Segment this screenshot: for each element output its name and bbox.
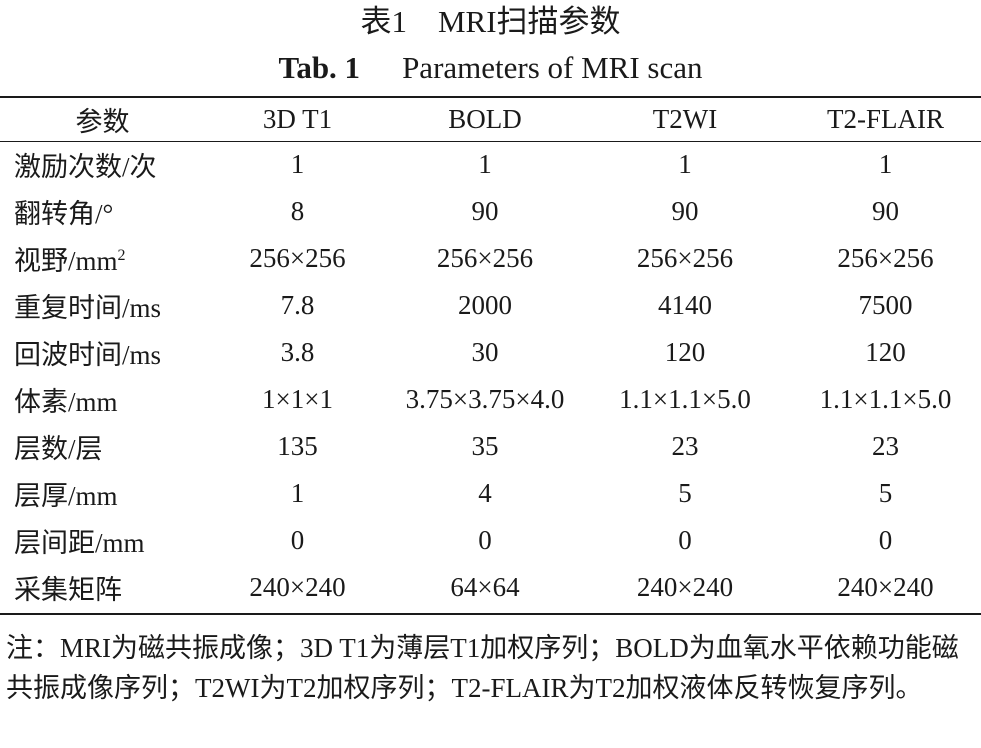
table-row: 重复时间/ms 7.8 2000 4140 7500	[0, 282, 981, 329]
table-row: 层数/层 135 35 23 23	[0, 423, 981, 470]
mri-parameters-table: 参数 3D T1 BOLD T2WI T2-FLAIR 激励次数/次 1 1 1 1 翻转…	[0, 97, 981, 611]
row-parameter-label: 采集矩阵	[0, 564, 205, 611]
table-cell: 8	[290, 196, 305, 226]
parameter-name: 层间距/mm	[14, 528, 145, 558]
table-cell: 7.8	[280, 290, 315, 320]
table-cell: 256×256	[837, 243, 934, 273]
table-cell: 3.8	[280, 337, 315, 367]
table-cell: 256×256	[249, 243, 346, 273]
row-parameter-label: 激励次数/次	[0, 141, 205, 188]
table-cell: 4140	[658, 290, 712, 320]
row-parameter-label: 体素/mm	[0, 376, 205, 423]
table-row: 采集矩阵 240×240 64×64 240×240 240×240	[0, 564, 981, 611]
table-cell: 120	[664, 337, 706, 367]
table-cell: 90	[471, 196, 499, 226]
table-cell: 1.1×1.1×5.0	[819, 384, 952, 414]
table-cell: 0	[290, 525, 305, 555]
table-cell: 35	[471, 431, 499, 461]
table-top-rule	[0, 96, 981, 98]
table-cell: 120	[865, 337, 906, 367]
table-cell: 1.1×1.1×5.0	[619, 384, 751, 414]
table-cell: 256×256	[436, 243, 534, 273]
table-cell: 240×240	[249, 572, 346, 602]
parameter-name: 视野/mm	[14, 246, 118, 276]
table-row: 激励次数/次 1 1 1 1	[0, 141, 981, 188]
column-header-t2-flair: T2-FLAIR	[827, 103, 944, 134]
table-body: 激励次数/次 1 1 1 1 翻转角/° 8 90 90 90 视野/mm2 256×256 256×2…	[0, 141, 981, 611]
table-row: 层间距/mm 0 0 0 0	[0, 517, 981, 564]
table-bottom-rule	[0, 613, 981, 615]
table-cell: 1×1×1	[262, 384, 333, 414]
row-parameter-label: 翻转角/°	[0, 188, 205, 235]
table-row: 层厚/mm 1 4 5 5	[0, 470, 981, 517]
table-cell: 0	[878, 525, 893, 555]
table-cell: 30	[471, 337, 499, 367]
table-caption-cn: 表1 MRI扫描参数	[360, 4, 621, 39]
row-parameter-label: 层厚/mm	[0, 470, 205, 517]
parameter-name: 翻转角/°	[14, 199, 114, 229]
table-cell: 90	[872, 196, 899, 226]
row-parameter-label: 视野/mm2	[0, 235, 205, 282]
table-note: 注：MRI为磁共振成像；3D T1为薄层T1加权序列；BOLD为血氧水平依赖功能…	[6, 633, 959, 703]
parameter-name: 重复时间/ms	[14, 293, 162, 323]
table-caption-en-text: Parameters of MRI scan	[402, 50, 703, 85]
parameter-name: 层数/层	[14, 434, 103, 464]
table-cell: 240×240	[837, 572, 934, 602]
parameter-name: 回波时间/ms	[14, 340, 162, 370]
row-parameter-label: 回波时间/ms	[0, 329, 205, 376]
table-cell: 1	[878, 149, 893, 179]
column-header-bold: BOLD	[448, 103, 522, 134]
table-cell: 23	[671, 431, 699, 461]
table-cell: 7500	[858, 290, 913, 320]
parameter-name: 层厚/mm	[14, 481, 118, 511]
table-cell: 256×256	[636, 243, 734, 273]
column-header-t2wi: T2WI	[652, 103, 718, 134]
table-caption-en: Tab. 1 Parameters of MRI scan	[0, 48, 981, 88]
column-header-parameter: 参数	[75, 106, 130, 137]
table-row: 翻转角/° 8 90 90 90	[0, 188, 981, 235]
table-cell: 0	[678, 525, 692, 555]
table-row: 回波时间/ms 3.8 30 120 120	[0, 329, 981, 376]
table-cell: 0	[478, 525, 492, 555]
table-header-rule	[0, 141, 981, 142]
table-cell: 3.75×3.75×4.0	[405, 384, 565, 414]
unit-superscript: 2	[117, 247, 126, 264]
table-caption-en-label: Tab. 1	[278, 50, 361, 85]
table-cell: 90	[671, 196, 699, 226]
table-cell: 4	[478, 478, 492, 508]
table-header-row: 参数 3D T1 BOLD T2WI T2-FLAIR	[0, 97, 981, 141]
column-header-3d-t1: 3D T1	[262, 103, 333, 134]
table-cell: 5	[878, 478, 893, 508]
table-cell: 1	[290, 478, 305, 508]
table-cell: 1	[290, 149, 305, 179]
parameter-name: 采集矩阵	[14, 575, 122, 605]
parameter-name: 体素/mm	[14, 387, 118, 417]
table-cell: 240×240	[636, 572, 734, 602]
row-parameter-label: 层间距/mm	[0, 517, 205, 564]
table-row: 体素/mm 1×1×1 3.75×3.75×4.0 1.1×1.1×5.0 1.1×1.…	[0, 376, 981, 423]
table-cell: 135	[277, 431, 318, 461]
table-cell: 2000	[458, 290, 512, 320]
table-cell: 5	[678, 478, 692, 508]
table-cell: 1	[478, 149, 492, 179]
table-cell: 1	[678, 149, 692, 179]
table-cell: 64×64	[450, 572, 520, 602]
table-cell: 23	[872, 431, 899, 461]
row-parameter-label: 重复时间/ms	[0, 282, 205, 329]
table-row: 视野/mm2 256×256 256×256 256×256 256×256	[0, 235, 981, 282]
parameter-name: 激励次数/次	[14, 152, 157, 182]
row-parameter-label: 层数/层	[0, 423, 205, 470]
